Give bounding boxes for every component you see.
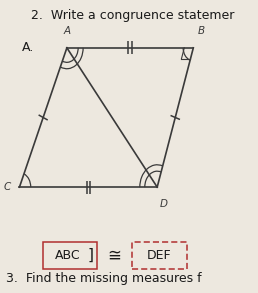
Text: ABC: ABC [55,249,81,262]
Text: B: B [198,26,205,36]
Text: ≅: ≅ [107,246,121,264]
Text: C: C [3,182,10,192]
Text: A: A [63,26,70,36]
Text: 3.  Find the missing measures f: 3. Find the missing measures f [6,272,201,285]
Text: A.: A. [22,41,35,54]
Text: DEF: DEF [147,249,172,262]
Text: ]: ] [87,248,94,263]
Text: D: D [159,199,167,209]
Text: 2.  Write a congruence statemer: 2. Write a congruence statemer [31,9,234,22]
